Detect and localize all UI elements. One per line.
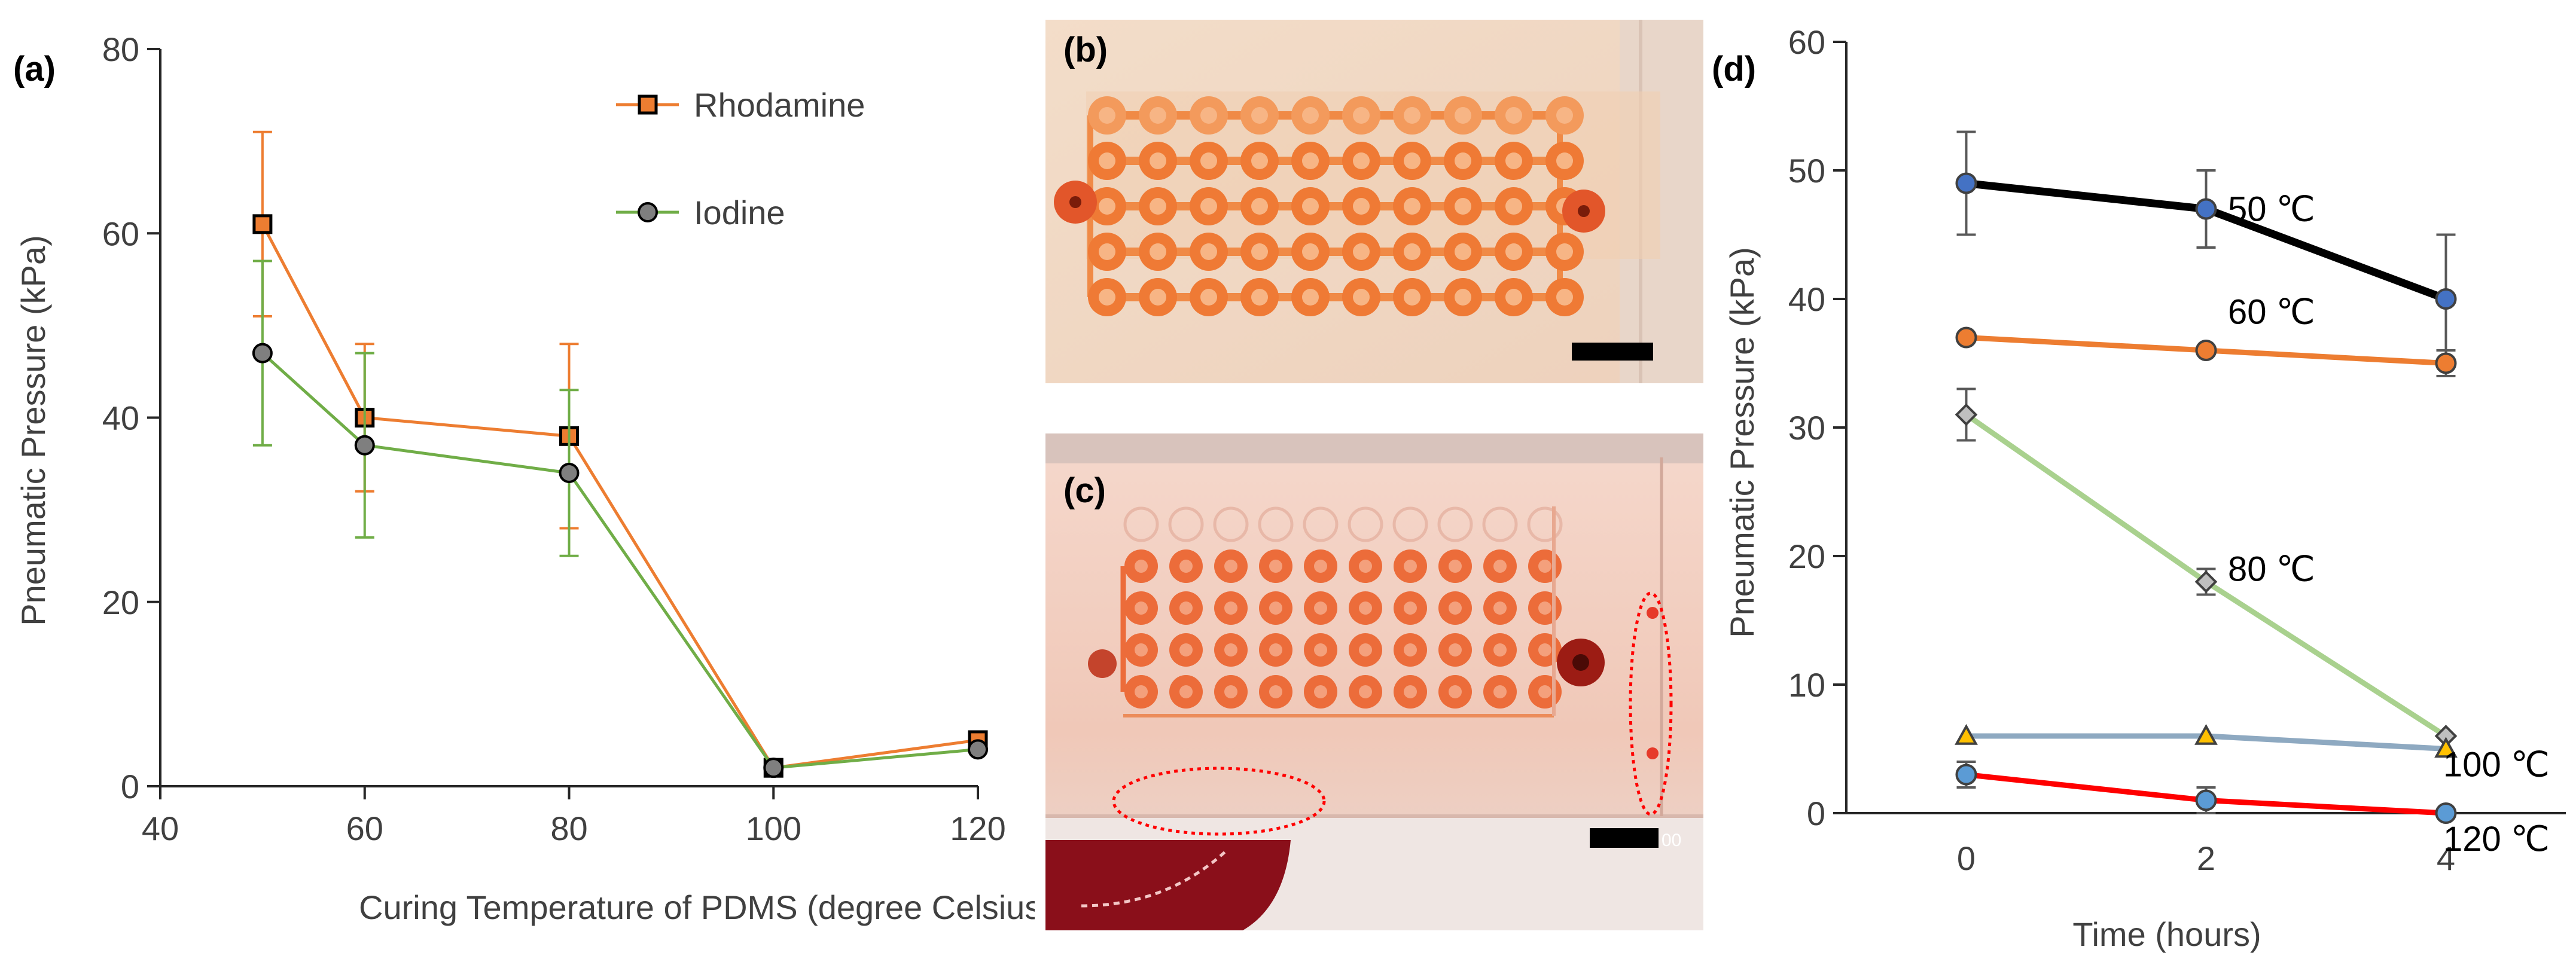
- photo-b-scale-bar: [1572, 343, 1653, 361]
- chart-d-xlabel: Time (hours): [2072, 915, 2261, 953]
- photo-c-leak-highlight-bottom: [1112, 767, 1326, 836]
- chart-a-point: [559, 462, 580, 483]
- chart-a-axes: 0 20 40 60 80 40 60 80 100 120: [102, 30, 1006, 847]
- chart-d-point: [2435, 802, 2457, 824]
- chart-d-ytick-label: 60: [1788, 23, 1825, 61]
- chart-a-xtick-label: 80: [550, 810, 587, 847]
- chart-d-point: [2195, 789, 2217, 811]
- photo-c-scale-text: 00: [1662, 830, 1681, 850]
- chart-a-legend-marker: [638, 202, 658, 222]
- chart-d-series-label: 120 ℃: [2443, 820, 2550, 859]
- chart-d-error-bar: [2436, 233, 2456, 365]
- chart-a-ytick-label: 80: [102, 30, 139, 68]
- chart-d-ylabel: Pneumatic Pressure (kPa): [1723, 247, 1761, 638]
- chart-a-ytick-label: 0: [121, 768, 139, 805]
- photo-b-chamber-array: [1087, 96, 1584, 316]
- chart-d-series-3: 100 ℃: [1955, 723, 2550, 784]
- chart-d-point: [1955, 764, 1977, 786]
- chart-d-series-label: 50 ℃: [2228, 190, 2315, 229]
- chart-d-series-line: [1965, 179, 2447, 303]
- chart-d-axes: 0 10 20 30 40 50 60 0 2 4: [1788, 23, 2566, 877]
- chart-d-series-line: [1966, 772, 2446, 816]
- chart-d-error-bar: [2196, 567, 2216, 596]
- chart-d-point: [1955, 403, 1978, 426]
- chart-a-point: [252, 343, 273, 364]
- chart-a-point: [354, 435, 375, 456]
- chart-a-legend: Rhodamine Iodine: [616, 86, 865, 231]
- chart-d-series-label: 100 ℃: [2443, 745, 2550, 784]
- chart-a-series: [252, 130, 988, 778]
- chart-a-series-line: [261, 223, 978, 770]
- chart-d-xtick-label: 2: [2197, 839, 2215, 877]
- chart-a-xtick-label: 100: [746, 810, 801, 847]
- chart-d-point: [2195, 340, 2217, 361]
- chart-a-legend-label: Rhodamine: [694, 86, 865, 124]
- chart-d-series-0: 50 ℃: [1955, 130, 2457, 365]
- chart-d-error-bar: [2196, 169, 2216, 249]
- chart-d-error-bar: [2196, 786, 2216, 814]
- photo-c: 00 (c): [1045, 433, 1703, 930]
- chart-d-series-label: 80 ℃: [2228, 550, 2315, 589]
- chart-d-point: [1955, 172, 1977, 194]
- chart-a-point: [252, 214, 273, 234]
- chart-d-ytick-label: 40: [1788, 280, 1825, 318]
- chart-a-ytick-label: 60: [102, 215, 139, 252]
- chart-d-series-4: 120 ℃: [1955, 761, 2550, 859]
- chart-d-ytick-label: 10: [1788, 666, 1825, 704]
- chart-a-xlabel: Curing Temperature of PDMS (degree Celsi…: [359, 888, 1035, 926]
- chart-d-point: [2435, 352, 2457, 374]
- chart-d-point: [1955, 723, 1978, 745]
- panel-label-a: (a): [13, 50, 56, 88]
- chart-d-point: [2434, 725, 2458, 747]
- chart-d-series: 50 ℃ 60 ℃ 80 ℃ 100 ℃ 120 ℃: [1955, 130, 2550, 859]
- chart-d-xtick-label: 4: [2437, 839, 2455, 877]
- photo-c-dye-reservoir: [1045, 840, 1291, 930]
- chart-d-error-bar: [1956, 387, 1976, 442]
- chart-d-point: [2195, 198, 2217, 220]
- chart-d-xtick-label: 0: [1957, 839, 1976, 877]
- chart-a-ylabel: Pneumatic Pressure (kPa): [14, 235, 52, 626]
- chart-d-series-line: [1966, 733, 2446, 752]
- chart-d-series-line: [1964, 412, 2447, 738]
- photo-c-image: 00 (c): [1045, 433, 1703, 930]
- chart-a-point: [763, 758, 784, 778]
- chart-a-xtick-label: 60: [346, 810, 383, 847]
- chart-a-xtick-label: 40: [142, 810, 179, 847]
- photo-b-image: (b): [1045, 20, 1703, 383]
- chart-a-point: [968, 739, 988, 760]
- chart-d-ytick-label: 30: [1788, 409, 1825, 447]
- chart-a-ytick-label: 20: [102, 584, 139, 621]
- chart-d-point: [2194, 723, 2218, 745]
- chart-d-point: [1955, 326, 1977, 349]
- photo-b: (b): [1045, 20, 1703, 383]
- chart-a-series-1: [252, 259, 988, 778]
- chart-a: (a) 0 20 40 60 80 40 60 80 100 120 Rhodamine Iodin…: [13, 30, 1035, 926]
- chart-d-ytick-label: 0: [1807, 795, 1825, 832]
- chart-d-point: [2435, 288, 2457, 310]
- chart-a-legend-label: Iodine: [694, 194, 785, 231]
- chart-d-point: [2194, 570, 2218, 593]
- chart-d-series-1: 60 ℃: [1955, 293, 2457, 377]
- panel-label-d: (d): [1712, 50, 1756, 88]
- chart-d-series-2: 80 ℃: [1955, 387, 2458, 747]
- chart-d-ytick-label: 20: [1788, 538, 1825, 575]
- photo-c-chamber-array: [1120, 506, 1563, 717]
- chart-d-error-bar: [1956, 130, 1976, 236]
- chart-d-point: [2434, 737, 2458, 758]
- chart-d-series-label: 60 ℃: [2228, 293, 2315, 332]
- photo-c-inlet-port: [1088, 649, 1117, 678]
- chart-a-ytick-label: 40: [102, 399, 139, 437]
- chart-d-series-line: [1966, 335, 2446, 366]
- chart-d-error-bar: [2436, 349, 2456, 377]
- photo-c-scale-bar: [1590, 828, 1659, 848]
- panel-label-b: (b): [1063, 30, 1108, 69]
- chart-a-legend-marker: [638, 94, 658, 115]
- chart-d-ytick-label: 50: [1788, 152, 1825, 190]
- photo-c-leak-highlight-right: [1629, 591, 1673, 816]
- chart-d-error-bar: [1956, 761, 1976, 789]
- chart-a-xtick-label: 120: [950, 810, 1005, 847]
- panel-label-c: (c): [1063, 471, 1106, 510]
